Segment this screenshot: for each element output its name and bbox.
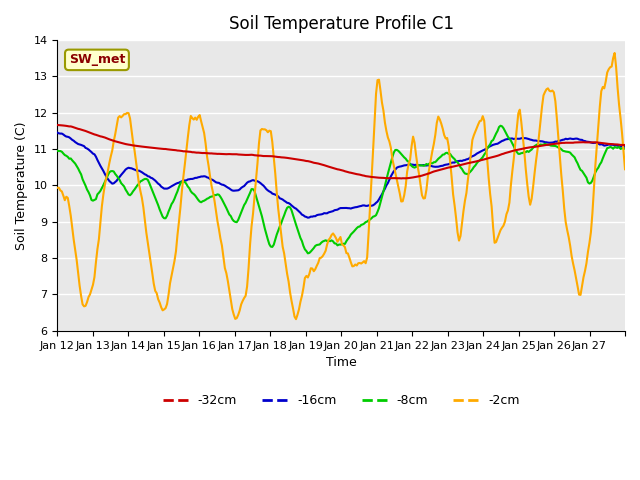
X-axis label: Time: Time	[326, 356, 356, 369]
Y-axis label: Soil Temperature (C): Soil Temperature (C)	[15, 121, 28, 250]
Title: Soil Temperature Profile C1: Soil Temperature Profile C1	[228, 15, 454, 33]
Text: SW_met: SW_met	[68, 53, 125, 66]
Legend: -32cm, -16cm, -8cm, -2cm: -32cm, -16cm, -8cm, -2cm	[158, 389, 525, 412]
